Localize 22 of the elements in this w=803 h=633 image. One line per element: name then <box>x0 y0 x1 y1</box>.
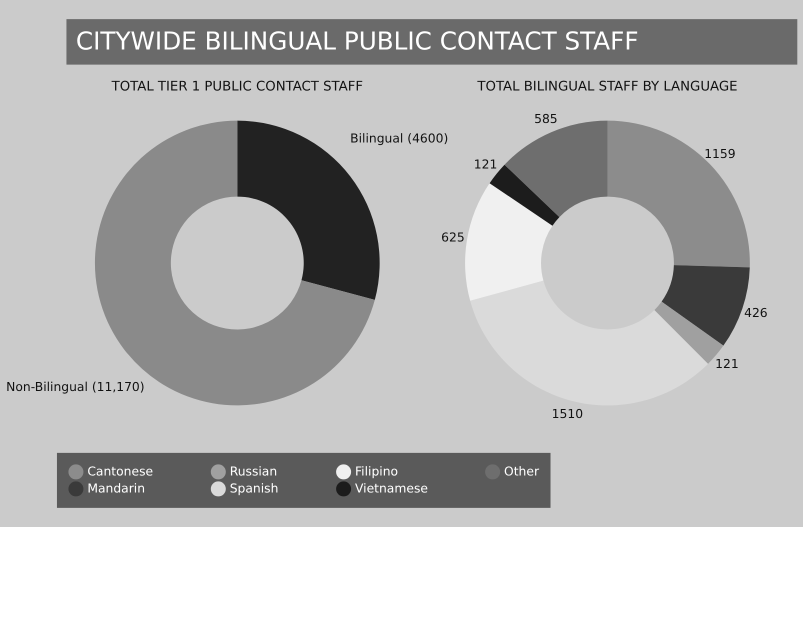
chart-title: CITYWIDE BILINGUAL PUBLIC CONTACT STAFF <box>76 26 639 56</box>
slice-label: Bilingual (4600) <box>350 132 448 146</box>
data-label: 121 <box>474 157 498 172</box>
slice-label: Non-Bilingual (11,170) <box>6 380 145 394</box>
data-label: 121 <box>715 357 739 372</box>
data-label: 1159 <box>704 146 736 161</box>
legend-label: Vietnamese <box>354 482 428 496</box>
donut-slice <box>470 280 708 406</box>
data-label: 426 <box>744 306 768 320</box>
legend-label: Spanish <box>230 482 278 496</box>
data-label: 585 <box>534 112 558 126</box>
legend-label: Russian <box>230 464 278 479</box>
legend-label: Other <box>504 464 540 479</box>
donut-slice <box>465 183 552 301</box>
legend-label: Filipino <box>354 464 398 479</box>
data-label: 1510 <box>552 407 584 422</box>
legend-label: Mandarin <box>87 482 146 496</box>
legend-label: Cantonese <box>87 464 154 479</box>
chart-title: TOTAL BILINGUAL STAFF BY LANGUAGE <box>476 79 738 94</box>
data-label: 625 <box>441 230 465 244</box>
donut-slice <box>607 120 750 268</box>
chart-subtitle: TOTAL TIER 1 PUBLIC CONTACT STAFF <box>110 79 363 94</box>
